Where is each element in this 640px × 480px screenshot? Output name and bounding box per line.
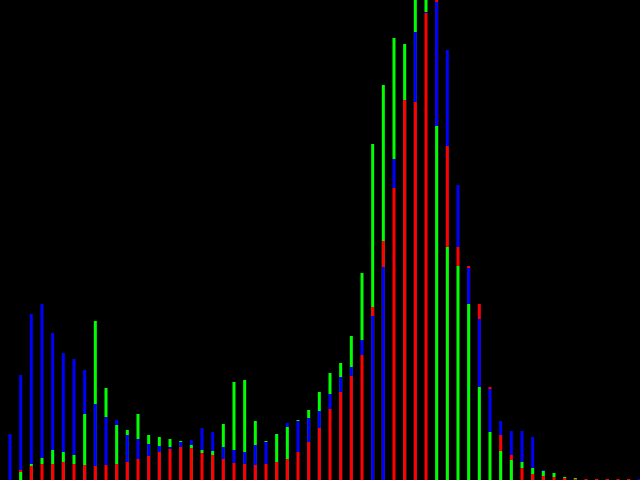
bar-series-2-bin-21 bbox=[232, 463, 236, 480]
bar-series-2-bin-48 bbox=[520, 468, 524, 480]
bar-series-0-bin-6 bbox=[72, 359, 76, 480]
bar-series-2-bin-6 bbox=[72, 464, 76, 480]
bar-series-1-bin-10 bbox=[115, 425, 119, 480]
bar-series-2-bin-28 bbox=[307, 442, 311, 480]
bar-series-2-bin-8 bbox=[93, 466, 97, 480]
bar-series-1-bin-51 bbox=[552, 473, 556, 480]
bar-series-2-bin-9 bbox=[104, 465, 108, 480]
bar-series-0-bin-35 bbox=[381, 267, 385, 480]
bar-series-1-bin-22 bbox=[243, 380, 247, 480]
bar-series-2-bin-13 bbox=[147, 456, 151, 480]
bar-series-1-bin-45 bbox=[488, 432, 492, 480]
bar-series-2-bin-12 bbox=[136, 459, 140, 480]
bar-series-2-bin-5 bbox=[61, 462, 65, 480]
bar-series-2-bin-32 bbox=[349, 376, 353, 480]
bar-series-1-bin-44 bbox=[477, 387, 481, 480]
bar-series-1-bin-26 bbox=[285, 427, 289, 480]
bar-series-1-bin-25 bbox=[275, 434, 279, 480]
bar-series-0-bin-23 bbox=[253, 445, 257, 480]
bar-series-1-bin-7 bbox=[83, 414, 87, 480]
bar-series-2-bin-17 bbox=[189, 448, 193, 480]
bar-series-2-bin-27 bbox=[296, 452, 300, 480]
bar-series-2-bin-4 bbox=[51, 464, 55, 480]
bar-series-2-bin-50 bbox=[541, 476, 545, 480]
bar-series-2-bin-7 bbox=[83, 465, 87, 480]
bar-series-1-bin-40 bbox=[435, 126, 439, 480]
bar-series-2-bin-30 bbox=[328, 409, 332, 480]
bar-series-0-bin-24 bbox=[264, 442, 268, 480]
bar-series-1-bin-47 bbox=[509, 460, 513, 480]
bar-series-1-bin-1 bbox=[19, 472, 23, 480]
bar-series-2-bin-52 bbox=[563, 478, 567, 480]
bar-series-1-bin-46 bbox=[499, 451, 503, 480]
bar-series-2-bin-22 bbox=[243, 464, 247, 480]
bar-series-2-bin-51 bbox=[552, 477, 556, 480]
bar-series-2-bin-14 bbox=[157, 452, 161, 480]
bar-series-1-bin-8 bbox=[93, 321, 97, 480]
bar-series-0-bin-4 bbox=[51, 333, 55, 480]
bar-series-2-bin-24 bbox=[264, 464, 268, 480]
bar-series-2-bin-20 bbox=[221, 459, 225, 480]
bar-series-0-bin-1 bbox=[19, 375, 23, 480]
bar-series-2-bin-19 bbox=[211, 455, 215, 480]
bar-series-2-bin-23 bbox=[253, 465, 257, 480]
bar-series-1-bin-43 bbox=[467, 304, 471, 480]
bar-series-0-bin-5 bbox=[61, 353, 65, 480]
bar-series-2-bin-38 bbox=[413, 102, 417, 480]
bar-series-2-bin-10 bbox=[115, 464, 119, 480]
bar-series-2-bin-11 bbox=[125, 462, 129, 480]
bar-series-2-bin-18 bbox=[200, 453, 204, 480]
bar-series-2-bin-25 bbox=[275, 462, 279, 480]
bar-series-0-bin-48 bbox=[520, 431, 524, 480]
bar-series-2-bin-2 bbox=[29, 466, 33, 480]
bar-series-1-bin-42 bbox=[456, 266, 460, 480]
bar-series-0-bin-8 bbox=[93, 404, 97, 480]
bar-series-0-bin-9 bbox=[104, 417, 108, 480]
bar-series-0-bin-2 bbox=[29, 314, 33, 480]
bar-series-2-bin-39 bbox=[424, 13, 428, 480]
bar-series-0-bin-34 bbox=[371, 316, 375, 480]
bar-series-2-bin-31 bbox=[339, 392, 343, 480]
bar-series-2-bin-37 bbox=[403, 100, 407, 480]
bars-group bbox=[8, 0, 640, 480]
bar-series-2-bin-3 bbox=[40, 464, 44, 480]
bar-series-2-bin-29 bbox=[317, 428, 321, 480]
bar-series-2-bin-49 bbox=[531, 474, 535, 480]
bar-series-0-bin-0 bbox=[8, 434, 12, 480]
bar-series-1-bin-50 bbox=[541, 471, 545, 480]
bar-series-2-bin-26 bbox=[285, 459, 289, 480]
bar-series-2-bin-16 bbox=[179, 447, 183, 480]
bar-series-0-bin-27 bbox=[296, 421, 300, 480]
bar-series-2-bin-15 bbox=[168, 449, 172, 480]
bar-series-0-bin-3 bbox=[40, 304, 44, 480]
bar-series-2-bin-33 bbox=[360, 355, 364, 480]
bar-series-0-bin-49 bbox=[531, 437, 535, 480]
bar-series-1-bin-41 bbox=[445, 247, 449, 480]
bar-series-2-bin-36 bbox=[392, 188, 396, 480]
bar-series-0-bin-11 bbox=[125, 435, 129, 480]
bar-series-1-bin-21 bbox=[232, 382, 236, 480]
